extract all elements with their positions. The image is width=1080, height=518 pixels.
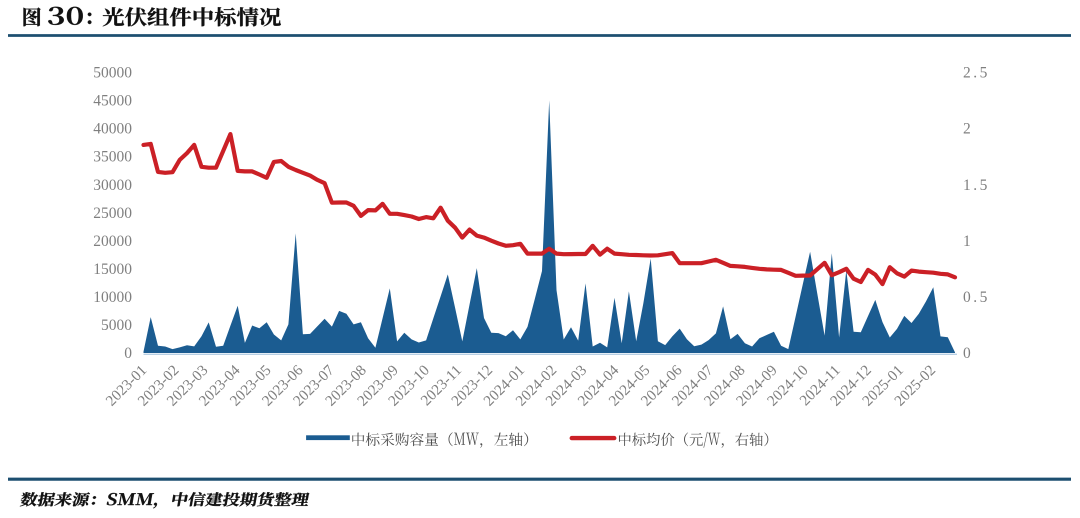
left-tick-label: 0 [124, 345, 132, 362]
capacity-area-series [143, 100, 955, 354]
left-tick-label: 30000 [93, 177, 132, 194]
figure-label-text [23, 6, 92, 27]
legend-price-label-text-glyphs [618, 431, 769, 448]
left-tick-label: 50000 [93, 65, 132, 82]
left-axis-ticks: 0 5000 10000 15000 20000 25000 30000 35000 40000… [93, 65, 132, 363]
plot-area: 0 5000 10000 15000 20000 25000 30000 35000 40000… [93, 65, 990, 410]
figure-label-text-glyphs [23, 6, 92, 27]
price-line-series [141, 132, 958, 287]
x-axis-ticks: 2023-012023-022023-032023-042023-052023-… [103, 362, 940, 410]
left-tick-label: 35000 [93, 149, 132, 166]
legend-price-label-text [618, 431, 769, 448]
legend-capacity-label-text [352, 432, 529, 448]
right-tick-label: 0.5 [963, 289, 990, 306]
source-text-glyphs [19, 491, 310, 509]
left-tick-label: 5000 [101, 317, 132, 334]
right-tick-label: 1.5 [963, 177, 990, 194]
right-tick-label: 2.5 [963, 65, 990, 82]
source-text [19, 491, 310, 509]
legend [306, 431, 769, 448]
header [8, 6, 1071, 37]
left-tick-label: 15000 [93, 261, 132, 278]
left-tick-label: 25000 [93, 205, 132, 222]
chart-title-text-glyphs [102, 6, 281, 27]
left-tick-label: 40000 [93, 121, 132, 138]
right-tick-label: 0 [963, 345, 973, 362]
right-tick-label: 2 [963, 121, 973, 138]
right-tick-label: 1 [963, 233, 973, 250]
left-tick-label: 10000 [93, 289, 132, 306]
left-tick-label: 45000 [93, 93, 132, 110]
left-tick-label: 20000 [93, 233, 132, 250]
legend-capacity-swatch [306, 435, 350, 441]
right-axis-ticks: 0 0.5 1 1.5 2 2.5 [963, 65, 990, 363]
chart-title-text [102, 6, 281, 27]
legend-capacity-label-text-glyphs [352, 432, 529, 448]
footer [8, 477, 1071, 509]
